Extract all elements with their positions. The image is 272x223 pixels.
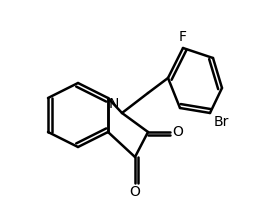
Text: O: O xyxy=(129,185,140,199)
Text: N: N xyxy=(109,97,119,111)
Text: Br: Br xyxy=(214,115,229,129)
Text: F: F xyxy=(179,30,187,44)
Text: O: O xyxy=(172,125,183,139)
